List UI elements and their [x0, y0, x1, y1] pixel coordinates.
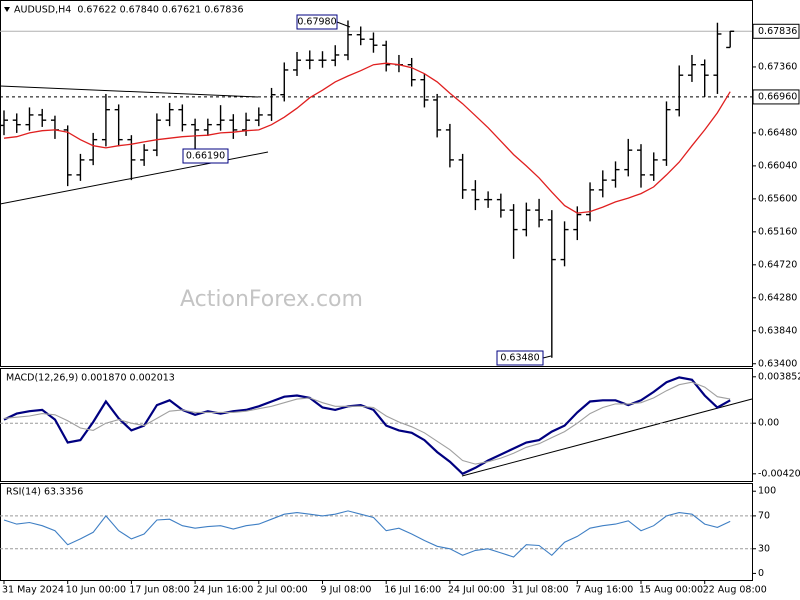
- annotation: 0.66190: [186, 151, 225, 162]
- menu-icon: [4, 7, 10, 12]
- annotation-connector: [336, 21, 351, 28]
- annotation-box: [296, 14, 338, 30]
- annotation-box: [182, 148, 229, 164]
- annotation: 0.63480: [500, 353, 539, 364]
- price-panel: [0, 0, 753, 367]
- y-tick-label: 0.64720: [758, 259, 797, 270]
- x-tick-label: 31 May 2024: [2, 585, 64, 596]
- x-tick-label: 22 Aug 08:00: [703, 585, 767, 596]
- level-label-box: [752, 89, 800, 105]
- x-tick-label: 16 Jul 16:00: [384, 585, 441, 596]
- y-tick-label: 30: [758, 543, 770, 554]
- y-tick-label: 0.63400: [758, 358, 797, 369]
- y-tick-label: 0: [758, 568, 764, 579]
- x-tick-label: 15 Aug 00:00: [639, 585, 703, 596]
- level-label: 0.66960: [758, 91, 797, 102]
- series-line: [3, 376, 731, 476]
- annotation: 0.67980: [297, 17, 336, 28]
- annotation-connector: [542, 355, 552, 359]
- x-tick-label: 2 Jul 00:00: [257, 585, 308, 596]
- x-tick-label: 10 Jun 00:00: [66, 585, 126, 596]
- y-tick-label: 0.65160: [758, 226, 797, 237]
- x-tick-label: 9 Jul 08:00: [321, 585, 372, 596]
- y-tick-label: 0.64280: [758, 292, 797, 303]
- last-price-box: [752, 23, 800, 39]
- rsi-panel: [0, 483, 753, 581]
- watermark: ActionForex.com: [180, 287, 363, 312]
- y-tick-label: 0.66040: [758, 160, 797, 171]
- trend-line: [461, 398, 753, 477]
- panel-title: RSI(14) 63.3356: [6, 487, 83, 498]
- x-tick-label: 24 Jul 00:00: [448, 585, 505, 596]
- trend-line: [0, 85, 259, 98]
- y-tick-label: 0.003852: [758, 371, 800, 382]
- y-tick-label: -0.004204: [758, 468, 800, 479]
- x-tick-label: 31 Jul 08:00: [512, 585, 569, 596]
- moving-average: [3, 62, 731, 214]
- series-line: [3, 381, 731, 465]
- series-line: [3, 510, 731, 558]
- y-tick-label: 100: [758, 486, 776, 497]
- y-tick-label: 0.63840: [758, 325, 797, 336]
- y-tick-label: 0.00: [758, 418, 779, 429]
- y-tick-label: 0.65600: [758, 193, 797, 204]
- x-tick-label: 7 Aug 16:00: [575, 585, 633, 596]
- panel-title: MACD(12,26,9) 0.001870 0.002013: [6, 373, 175, 384]
- y-tick-label: 0.66480: [758, 127, 797, 138]
- annotation-box: [496, 350, 544, 366]
- y-tick-label: 0.67360: [758, 61, 797, 72]
- last-price-label: 0.67836: [758, 26, 797, 37]
- x-tick-label: 24 Jun 16:00: [193, 585, 253, 596]
- panel-title: AUDUSD,H4 0.67622 0.67840 0.67621 0.6783…: [14, 5, 244, 16]
- macd-panel: [0, 368, 753, 482]
- y-tick-label: 70: [758, 510, 770, 521]
- x-tick-label: 17 Jun 08:00: [129, 585, 189, 596]
